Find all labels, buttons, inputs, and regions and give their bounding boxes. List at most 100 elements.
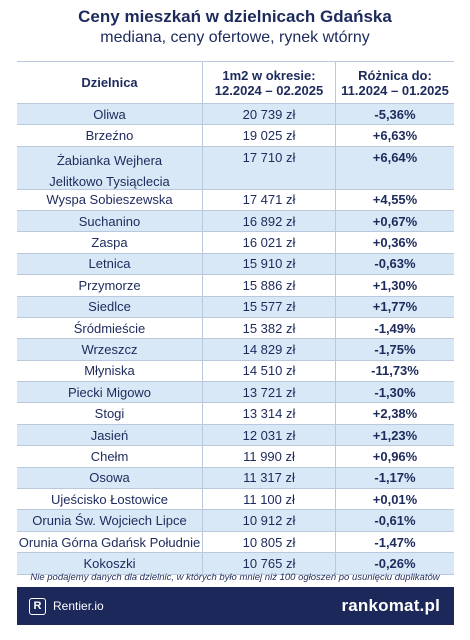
rentier-r-icon: R bbox=[29, 597, 46, 615]
district-cell: Osowa bbox=[17, 467, 203, 489]
column-header-price-line2: 12.2024 – 02.2025 bbox=[214, 82, 324, 98]
diff-cell: -0,61% bbox=[374, 513, 416, 529]
price-cell: 15 910 zł bbox=[203, 253, 336, 275]
page-subtitle: mediana, ceny ofertowe, rynek wtórny bbox=[100, 29, 370, 46]
price-cell: 15 577 zł bbox=[203, 296, 336, 317]
column-header-district-label: Dzielnica bbox=[81, 75, 138, 90]
table-row: Letnica 15 910 zł -0,63% bbox=[17, 253, 454, 276]
diff-cell: +0,01% bbox=[372, 491, 418, 507]
price-cell: 16 892 zł bbox=[203, 210, 336, 232]
district-cell: Brzeźno bbox=[17, 125, 203, 146]
table-row: Wrzeszcz 14 829 zł -1,75% bbox=[17, 339, 454, 361]
table-row: Oliwa 20 739 zł -5,36% bbox=[17, 104, 454, 126]
price-cell: 10 805 zł bbox=[203, 531, 336, 553]
price-cell: 16 021 zł bbox=[203, 232, 336, 253]
table-row: Stogi 13 314 zł +2,38% bbox=[17, 403, 454, 425]
price-cell: 17 471 zł bbox=[203, 189, 336, 210]
footer-bar: R Rentier.io rankomat.pl bbox=[17, 587, 454, 625]
diff-cell: -0,26% bbox=[374, 555, 416, 571]
price-cell: 17 710 zł bbox=[203, 146, 336, 189]
district-cell: Kokoszki bbox=[17, 553, 203, 574]
district-cell: Letnica bbox=[17, 253, 203, 275]
column-header-diff: Różnica do: 11.2024 – 01.2025 bbox=[336, 62, 454, 103]
table-row: Suchanino 16 892 zł +0,67% bbox=[17, 210, 454, 233]
district-cell: Siedlce bbox=[17, 296, 203, 317]
district-cell: Żabianka Wejhera Jelitkowo Tysiąclecia bbox=[17, 146, 203, 189]
rentier-logo: R Rentier.io bbox=[29, 597, 104, 615]
district-cell: Piecki Migowo bbox=[17, 382, 203, 403]
price-cell: 10 912 zł bbox=[203, 510, 336, 531]
price-cell: 11 100 zł bbox=[203, 489, 336, 510]
diff-cell: +4,55% bbox=[372, 192, 418, 208]
district-cell: Stogi bbox=[17, 403, 203, 424]
table-row: Brzeźno 19 025 zł +6,63% bbox=[17, 125, 454, 147]
column-header-district: Dzielnica bbox=[17, 62, 203, 103]
price-cell: 12 031 zł bbox=[203, 424, 336, 446]
district-cell: Śródmieście bbox=[17, 317, 203, 339]
price-cell: 14 510 zł bbox=[203, 360, 336, 382]
district-cell: Oliwa bbox=[17, 104, 203, 125]
header: Ceny mieszkań w dzielnicach Gdańska medi… bbox=[0, 6, 470, 48]
table-row: Chełm 11 990 zł +0,96% bbox=[17, 446, 454, 468]
price-cell: 13 721 zł bbox=[203, 382, 336, 403]
table-row: Jasień 12 031 zł +1,23% bbox=[17, 424, 454, 447]
price-cell: 15 886 zł bbox=[203, 275, 336, 296]
diff-cell: +2,38% bbox=[372, 406, 418, 422]
diff-cell: +1,77% bbox=[372, 299, 418, 315]
table-row: Osowa 11 317 zł -1,17% bbox=[17, 467, 454, 490]
diff-cell: +0,36% bbox=[372, 235, 418, 251]
price-cell: 14 829 zł bbox=[203, 339, 336, 360]
table-row: Kokoszki 10 765 zł -0,26% bbox=[17, 553, 454, 575]
price-cell: 11 317 zł bbox=[203, 467, 336, 489]
diff-cell: +0,96% bbox=[372, 448, 418, 464]
price-cell: 15 382 zł bbox=[203, 317, 336, 339]
district-cell: Zaspa bbox=[17, 232, 203, 253]
table-row: Śródmieście 15 382 zł -1,49% bbox=[17, 317, 454, 340]
diff-cell: -1,49% bbox=[374, 320, 416, 336]
district-cell: Orunia Św. Wojciech Lipce bbox=[17, 510, 203, 531]
district-cell: Suchanino bbox=[17, 210, 203, 232]
column-header-diff-line2: 11.2024 – 01.2025 bbox=[341, 82, 449, 98]
table-row: Piecki Migowo 13 721 zł -1,30% bbox=[17, 382, 454, 404]
diff-cell: -0,63% bbox=[374, 256, 416, 272]
table-row: Zaspa 16 021 zł +0,36% bbox=[17, 232, 454, 254]
district-price-table: Dzielnica 1m2 w okresie: 12.2024 – 02.20… bbox=[17, 61, 454, 575]
district-cell: Przymorze bbox=[17, 275, 203, 296]
price-cell: 20 739 zł bbox=[203, 104, 336, 125]
district-cell: Ujeścisko Łostowice bbox=[17, 489, 203, 510]
diff-cell: +6,63% bbox=[372, 128, 418, 144]
district-cell: Wyspa Sobieszewska bbox=[17, 189, 203, 210]
district-cell-line1: Żabianka Wejhera bbox=[56, 152, 163, 168]
table-row: Żabianka Wejhera Jelitkowo Tysiąclecia 1… bbox=[17, 146, 454, 190]
table-row: Ujeścisko Łostowice 11 100 zł +0,01% bbox=[17, 489, 454, 511]
table-row: Orunia Górna Gdańsk Południe 10 805 zł -… bbox=[17, 531, 454, 554]
price-cell: 10 765 zł bbox=[203, 553, 336, 574]
column-header-price: 1m2 w okresie: 12.2024 – 02.2025 bbox=[203, 62, 336, 103]
table-row: Siedlce 15 577 zł +1,77% bbox=[17, 296, 454, 318]
footnote: Nie podajemy danych dla dzielnic, w któr… bbox=[30, 572, 440, 583]
diff-cell: -1,17% bbox=[374, 470, 416, 486]
district-cell: Wrzeszcz bbox=[17, 339, 203, 360]
diff-cell: -11,73% bbox=[371, 363, 419, 379]
district-cell: Młyniska bbox=[17, 360, 203, 382]
diff-cell: -5,36% bbox=[374, 106, 416, 122]
price-cell: 13 314 zł bbox=[203, 403, 336, 424]
diff-cell: -1,30% bbox=[374, 384, 416, 400]
diff-cell: +1,23% bbox=[372, 427, 418, 443]
table-row: Przymorze 15 886 zł +1,30% bbox=[17, 275, 454, 297]
table-row: Młyniska 14 510 zł -11,73% bbox=[17, 360, 454, 383]
rentier-label: Rentier.io bbox=[53, 599, 104, 613]
price-cell: 19 025 zł bbox=[203, 125, 336, 146]
diff-cell: +1,30% bbox=[372, 277, 418, 293]
rankomat-logo: rankomat.pl bbox=[341, 596, 440, 615]
district-cell: Jasień bbox=[17, 424, 203, 446]
column-header-price-line1: 1m2 w okresie: bbox=[222, 67, 316, 83]
district-cell-line2: Jelitkowo Tysiąclecia bbox=[49, 173, 170, 189]
table-row: Wyspa Sobieszewska 17 471 zł +4,55% bbox=[17, 189, 454, 211]
page-title: Ceny mieszkań w dzielnicach Gdańska bbox=[78, 7, 392, 26]
diff-cell: -1,47% bbox=[374, 534, 416, 550]
table-row: Orunia Św. Wojciech Lipce 10 912 zł -0,6… bbox=[17, 510, 454, 532]
table-header: Dzielnica 1m2 w okresie: 12.2024 – 02.20… bbox=[17, 62, 454, 104]
diff-cell: -1,75% bbox=[374, 342, 416, 357]
column-header-diff-line1: Różnica do: bbox=[358, 67, 432, 83]
